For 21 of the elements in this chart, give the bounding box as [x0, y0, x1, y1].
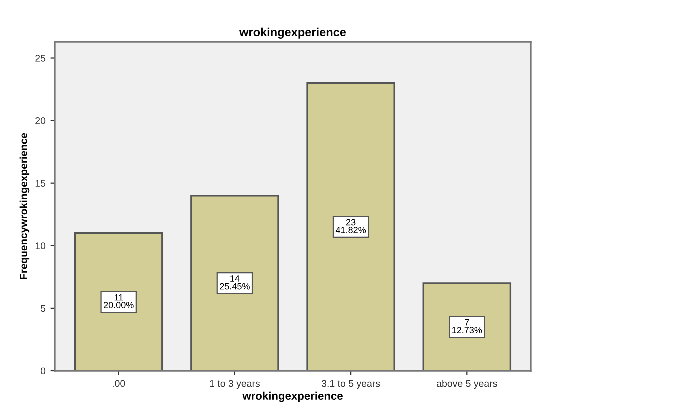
bar — [190, 195, 280, 371]
x-tick-label: 1 to 3 years — [210, 380, 260, 390]
y-tick-label: 15 — [36, 180, 46, 187]
bar — [306, 82, 396, 371]
data-label: 23 41.82% — [336, 219, 366, 234]
chart-title: wrokingexperience — [239, 28, 346, 39]
bar — [74, 232, 164, 371]
y-axis-title: Frequencywrokingexperience — [20, 133, 30, 280]
y-tick-label: 20 — [36, 118, 46, 124]
bar — [422, 282, 512, 371]
y-tick-label: 0 — [40, 368, 46, 375]
data-label: 7 12.73% — [452, 319, 482, 334]
x-tick-label: .00 — [112, 380, 126, 388]
y-tick-label: 10 — [36, 242, 46, 250]
y-tick-label: 25 — [36, 54, 46, 62]
data-label: 11 20.00% — [104, 294, 134, 308]
x-tick-label: above 5 years — [437, 380, 498, 390]
x-tick-label: 3.1 to 5 years — [322, 380, 380, 390]
data-label: 14 25.45% — [220, 276, 250, 290]
y-tick-label: 5 — [40, 305, 46, 312]
x-axis-title: wrokingexperience — [242, 392, 343, 402]
